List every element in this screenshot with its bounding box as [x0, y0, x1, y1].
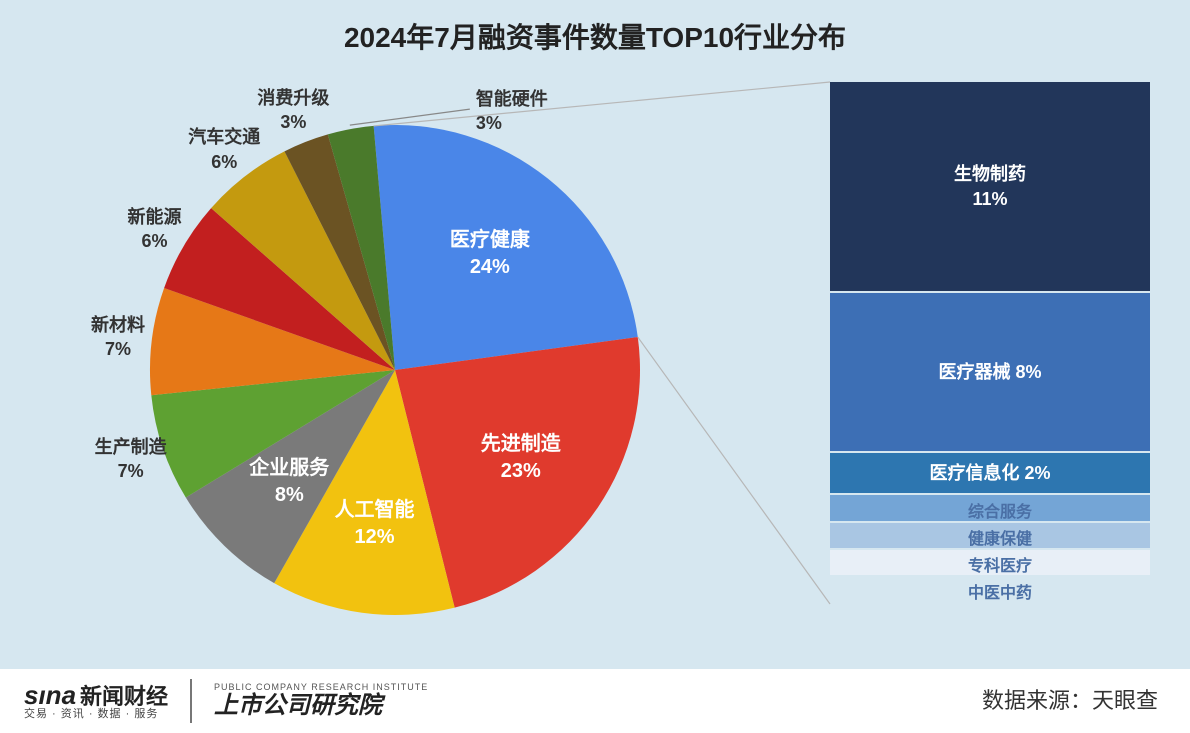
- sina-logo-cn: 新闻财经: [80, 685, 168, 708]
- pie-chart: 医疗健康24%先进制造23%人工智能12%企业服务8%生产制造7%新材料7%新能…: [110, 85, 680, 655]
- footer: sına 新闻财经 交易 · 资讯 · 数据 · 服务 PUBLIC COMPA…: [0, 669, 1190, 733]
- pie-label-生产制造: 生产制造7%: [81, 435, 181, 484]
- logo-block: sına 新闻财经 交易 · 资讯 · 数据 · 服务 PUBLIC COMPA…: [0, 679, 428, 723]
- institute-logo: PUBLIC COMPANY RESEARCH INSTITUTE 上市公司研究…: [214, 683, 428, 719]
- pie-label-消费升级: 消费升级3%: [243, 86, 343, 135]
- pie-label-企业服务: 企业服务8%: [229, 455, 349, 509]
- bar-seg-医疗器械: 医疗器械 8%: [830, 293, 1150, 450]
- pie-label-新材料: 新材料7%: [68, 313, 168, 362]
- institute-logo-cn: 上市公司研究院: [214, 693, 382, 719]
- logo-divider: [190, 679, 192, 723]
- page-title: 2024年7月融资事件数量TOP10行业分布: [0, 16, 1190, 56]
- bar-outlabel-专科医疗: 专科医疗: [940, 552, 1060, 576]
- bar-outlabel-健康保健: 健康保健: [940, 525, 1060, 549]
- bar-outlabel-综合服务: 综合服务: [940, 498, 1060, 522]
- sina-logo: sına 新闻财经 交易 · 资讯 · 数据 · 服务: [24, 682, 168, 721]
- pie-label-先进制造: 先进制造23%: [461, 431, 581, 485]
- chart-page: 2024年7月融资事件数量TOP10行业分布 医疗健康24%先进制造23%人工智…: [0, 0, 1190, 733]
- pie-label-医疗健康: 医疗健康24%: [430, 227, 550, 281]
- bar-seg-医疗信息化: 医疗信息化 2%: [830, 453, 1150, 494]
- detail-stacked-bar: 生物制药11%医疗器械 8%医疗信息化 2% 综合服务健康保健专科医疗中医中药: [830, 82, 1150, 604]
- pie-label-智能硬件: 智能硬件3%: [476, 87, 548, 136]
- bar-outlabel-中医中药: 中医中药: [940, 579, 1060, 603]
- data-source: 数据来源：天眼查: [982, 683, 1158, 715]
- pie-label-新能源: 新能源6%: [105, 205, 205, 254]
- sina-logo-sub: 交易 · 资讯 · 数据 · 服务: [24, 709, 158, 721]
- bar-seg-生物制药: 生物制药11%: [830, 82, 1150, 291]
- sina-logo-text: sına: [24, 682, 76, 709]
